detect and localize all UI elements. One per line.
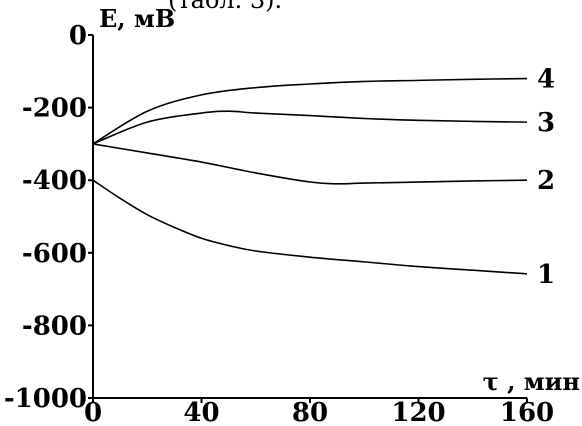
x-tick-label: 40 [183,398,219,426]
y-tick-label: -400 [22,166,87,196]
series-label-3: 3 [537,108,555,138]
caption-fragment: (табл. 3). [168,0,282,14]
series-line-2 [92,143,528,185]
series-line-4 [92,77,528,145]
y-tick-label: -200 [22,94,87,124]
x-tick-label: 80 [292,398,328,426]
series-label-2: 2 [537,166,555,196]
series-labels: 1 2 3 4 [537,65,555,290]
series-line-1 [92,179,528,275]
x-axis-title: τ , мин [483,367,580,396]
y-tick-label: -600 [22,239,87,269]
x-tick-label: 120 [391,398,445,426]
series-label-4: 4 [537,65,555,95]
y-ticks: 0 -200 -400 -600 -800 -1000 [4,21,93,414]
series-lines [92,77,528,275]
x-ticks: 0 40 80 120 160 [84,398,554,426]
y-tick-label: 0 [69,21,87,51]
x-tick-label: 160 [500,398,554,426]
y-tick-label: -800 [22,311,87,341]
series-label-1: 1 [537,260,555,290]
series-line-3 [92,110,528,145]
x-tick-label: 0 [84,398,102,426]
y-axis-title: E, мВ [99,4,175,33]
axes [92,35,527,399]
y-tick-label: -1000 [4,384,87,414]
